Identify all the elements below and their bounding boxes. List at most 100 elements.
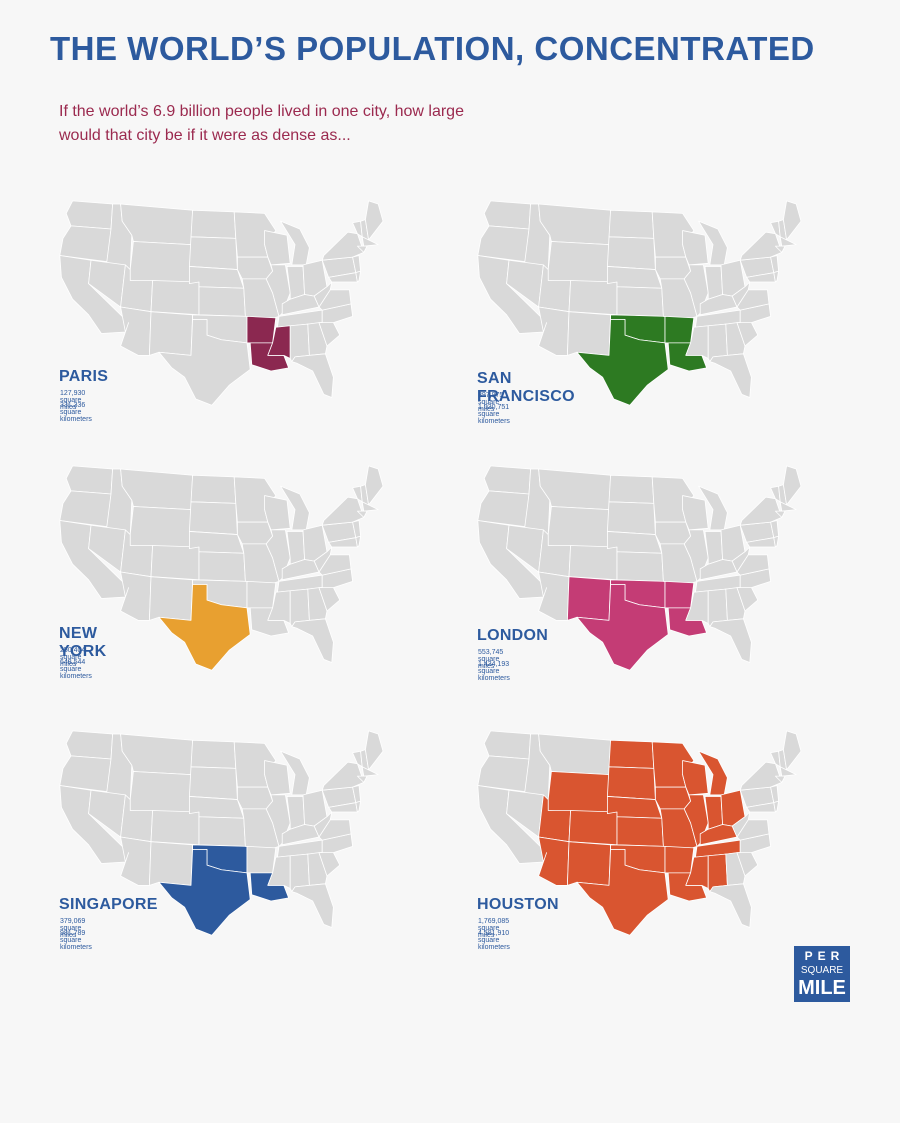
state-colorado <box>568 280 618 316</box>
city-name: LONDON <box>477 627 549 644</box>
state-north-dakota <box>608 474 655 504</box>
state-wyoming <box>129 241 192 284</box>
state-kansas <box>616 551 664 582</box>
state-wyoming <box>547 506 610 549</box>
state-maine <box>365 200 384 241</box>
state-connecticut <box>775 245 786 253</box>
area-square-kilometers: 981,789 square kilometers <box>60 930 92 951</box>
state-florida <box>709 618 752 663</box>
state-georgia <box>307 322 328 356</box>
state-arizona <box>120 836 152 886</box>
map-panel-singapore: SINGAPORE 379,069 square miles 981,789 s… <box>55 720 395 970</box>
state-oregon <box>477 755 530 793</box>
state-delaware <box>355 800 362 813</box>
state-north-dakota <box>190 474 237 504</box>
state-massachusetts <box>361 236 379 247</box>
state-south-dakota <box>189 236 238 270</box>
state-north-dakota <box>608 209 655 239</box>
state-washington <box>65 200 114 230</box>
state-kansas <box>616 286 664 317</box>
state-arizona <box>538 571 570 621</box>
state-massachusetts <box>779 766 797 777</box>
state-georgia <box>307 587 328 621</box>
map-panel-san-francisco: SAN FRANCISCO 397,975 square miles 1,030… <box>473 190 813 440</box>
state-oregon <box>59 490 112 528</box>
state-georgia <box>725 322 746 356</box>
state-massachusetts <box>361 766 379 777</box>
city-name: SINGAPORE <box>59 896 158 913</box>
state-kansas <box>198 816 246 847</box>
map-panel-london: LONDON 553,745 square miles 1,434,193 sq… <box>473 455 813 705</box>
state-massachusetts <box>779 501 797 512</box>
state-arkansas <box>246 845 277 874</box>
state-maine <box>783 465 802 506</box>
state-iowa <box>237 786 274 810</box>
state-arizona <box>538 306 570 356</box>
state-maine <box>365 730 384 771</box>
area-square-miles: 250,404 square miles <box>60 647 86 668</box>
state-georgia <box>307 852 328 886</box>
city-name: HOUSTON <box>477 896 559 913</box>
state-wyoming <box>547 241 610 284</box>
state-kansas-highlighted <box>616 816 664 847</box>
state-florida <box>709 353 752 398</box>
area-square-kilometers: 331,336 square kilometers <box>60 402 92 423</box>
state-west-virginia <box>313 546 333 573</box>
state-oregon <box>59 755 112 793</box>
state-new-mexico <box>149 311 194 356</box>
map-panel-paris: PARIS 127,930 square miles 331,336 squar… <box>55 190 395 440</box>
state-washington <box>65 730 114 760</box>
map-panel-houston: HOUSTON 1,769,085 square miles 4,581,910… <box>473 720 813 970</box>
state-west-virginia <box>731 281 751 308</box>
state-oregon <box>59 225 112 263</box>
state-colorado <box>568 545 618 581</box>
state-north-dakota <box>190 209 237 239</box>
state-washington <box>483 730 532 760</box>
state-oregon <box>477 225 530 263</box>
state-wyoming <box>129 506 192 549</box>
us-map-singapore <box>59 730 384 936</box>
area-square-miles: 397,975 square miles <box>478 392 504 413</box>
state-maine <box>783 730 802 771</box>
area-square-kilometers: 4,581,910 square kilometers <box>478 930 510 951</box>
us-map-san-francisco <box>477 200 802 406</box>
state-iowa <box>655 256 692 280</box>
state-delaware <box>355 535 362 548</box>
subtitle-line-1: If the world’s 6.9 billion people lived … <box>59 103 464 120</box>
state-delaware <box>773 270 780 283</box>
logo-line-1: PER <box>804 949 845 963</box>
map-panel-new-york: NEW YORK 250,404 square miles 648,544 sq… <box>55 455 395 705</box>
state-west-virginia <box>313 281 333 308</box>
page-subtitle: If the world’s 6.9 billion people lived … <box>59 100 519 148</box>
state-wyoming <box>129 771 192 814</box>
state-new-mexico <box>567 311 612 356</box>
state-south-dakota-highlighted <box>607 766 656 800</box>
logo-line-3: MILE <box>798 977 846 999</box>
area-square-miles: 553,745 square miles <box>478 649 504 670</box>
area-square-miles: 379,069 square miles <box>60 918 86 939</box>
area-square-miles: 1,769,085 square miles <box>478 918 510 939</box>
state-new-mexico-highlighted <box>567 841 612 886</box>
state-texas-highlighted <box>576 584 669 671</box>
state-south-dakota <box>607 501 656 535</box>
state-north-dakota-highlighted <box>608 739 655 769</box>
state-west-virginia <box>731 546 751 573</box>
state-wyoming-highlighted <box>547 771 610 814</box>
state-arizona <box>120 306 152 356</box>
us-map-paris <box>59 200 384 406</box>
state-georgia <box>725 587 746 621</box>
state-texas-highlighted <box>576 849 669 936</box>
state-arizona-highlighted <box>538 836 570 886</box>
city-name: SAN FRANCISCO <box>477 370 575 405</box>
state-arkansas-highlighted <box>664 315 695 344</box>
us-map-houston <box>477 730 802 936</box>
area-square-kilometers: 648,544 square kilometers <box>60 659 92 680</box>
state-massachusetts <box>361 501 379 512</box>
state-iowa <box>655 521 692 545</box>
state-arkansas-highlighted <box>664 845 695 874</box>
area-square-kilometers: 1,434,193 square kilometers <box>478 661 510 682</box>
state-arkansas-highlighted <box>246 315 277 344</box>
state-texas-highlighted <box>158 584 251 671</box>
state-florida <box>291 618 334 663</box>
state-kansas <box>198 286 246 317</box>
